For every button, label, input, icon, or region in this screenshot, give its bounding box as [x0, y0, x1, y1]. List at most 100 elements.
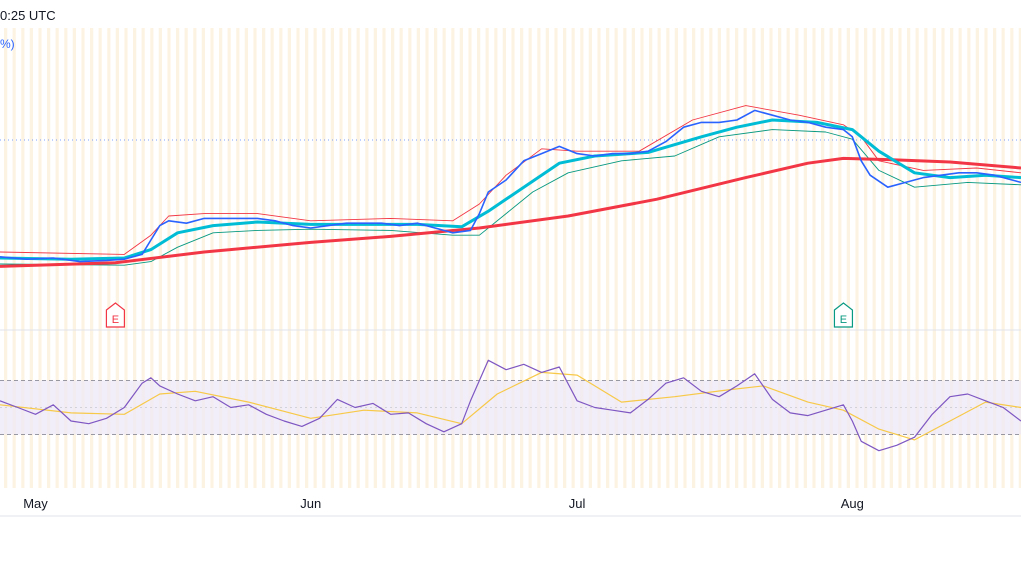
grid-lines: [0, 139, 1021, 517]
x-tick-label: Aug: [841, 496, 864, 511]
session-stripe: [330, 28, 334, 488]
session-stripe: [967, 28, 971, 488]
session-stripe: [821, 28, 825, 488]
session-stripe: [760, 28, 764, 488]
session-stripe: [451, 28, 455, 488]
session-stripe: [442, 28, 446, 488]
session-stripe: [434, 28, 438, 488]
session-stripe: [176, 28, 180, 488]
x-tick-label: May: [23, 496, 48, 511]
session-stripe: [872, 28, 876, 488]
session-stripe: [709, 28, 713, 488]
session-stripe: [167, 28, 171, 488]
session-stripe: [838, 28, 842, 488]
session-stripe: [726, 28, 730, 488]
session-stripes: [4, 28, 1021, 488]
session-stripe: [769, 28, 773, 488]
earnings-label: E: [840, 314, 847, 326]
session-stripe: [950, 28, 954, 488]
session-stripe: [485, 28, 489, 488]
session-stripe: [588, 28, 592, 488]
session-stripe: [915, 28, 919, 488]
session-stripe: [898, 28, 902, 488]
session-stripe: [614, 28, 618, 488]
session-stripe: [1018, 28, 1021, 488]
session-stripe: [416, 28, 420, 488]
session-stripe: [184, 28, 188, 488]
session-stripe: [210, 28, 214, 488]
session-stripe: [520, 28, 524, 488]
x-axis: May Jun Jul Aug: [23, 496, 864, 511]
session-stripe: [193, 28, 197, 488]
session-stripe: [623, 28, 627, 488]
session-stripe: [735, 28, 739, 488]
rsi-line: [0, 359, 1021, 452]
session-stripe: [571, 28, 575, 488]
session-stripe: [365, 28, 369, 488]
session-stripe: [244, 28, 248, 488]
price-line: [0, 109, 1021, 263]
session-stripe: [941, 28, 945, 488]
session-stripe: [752, 28, 756, 488]
bollinger-upper-line: [0, 105, 1021, 255]
session-stripe: [743, 28, 747, 488]
session-stripe: [829, 28, 833, 488]
session-stripe: [674, 28, 678, 488]
session-stripe: [563, 28, 567, 488]
session-stripe: [227, 28, 231, 488]
earnings-marker[interactable]: E: [105, 302, 126, 328]
session-stripe: [262, 28, 266, 488]
session-stripe: [356, 28, 360, 488]
session-stripe: [382, 28, 386, 488]
session-stripe: [580, 28, 584, 488]
session-stripe: [537, 28, 541, 488]
x-tick-label: Jun: [300, 496, 321, 511]
session-stripe: [373, 28, 377, 488]
session-stripe: [803, 28, 807, 488]
session-stripe: [425, 28, 429, 488]
session-stripe: [812, 28, 816, 488]
session-stripe: [907, 28, 911, 488]
x-tick-label: Jul: [569, 496, 586, 511]
session-stripe: [649, 28, 653, 488]
session-stripe: [408, 28, 412, 488]
header-time: 0:25 UTC: [0, 8, 56, 23]
session-stripe: [322, 28, 326, 488]
session-stripe: [528, 28, 532, 488]
session-stripe: [717, 28, 721, 488]
session-stripe: [855, 28, 859, 488]
session-stripe: [993, 28, 997, 488]
session-stripe: [339, 28, 343, 488]
session-stripe: [666, 28, 670, 488]
long-moving-average-line: [0, 156, 1021, 268]
session-stripe: [313, 28, 317, 488]
session-stripe: [1001, 28, 1005, 488]
session-stripe: [279, 28, 283, 488]
session-stripe: [597, 28, 601, 488]
earnings-badge: [105, 302, 126, 328]
price-series-group: [0, 105, 1021, 268]
session-stripe: [236, 28, 240, 488]
ema-line: [0, 118, 1021, 261]
session-stripe: [778, 28, 782, 488]
session-stripe: [502, 28, 506, 488]
session-stripe: [270, 28, 274, 488]
session-stripe: [786, 28, 790, 488]
session-stripe: [133, 28, 137, 488]
session-stripe: [958, 28, 962, 488]
session-stripe: [253, 28, 257, 488]
session-stripe: [692, 28, 696, 488]
bollinger-lower-line: [0, 129, 1021, 266]
session-stripe: [795, 28, 799, 488]
session-stripe: [296, 28, 300, 488]
rsi-ma-line: [0, 371, 1021, 441]
earnings-badge: [833, 302, 854, 328]
session-stripe: [1010, 28, 1014, 488]
session-stripe: [391, 28, 395, 488]
session-stripe: [468, 28, 472, 488]
session-stripe: [219, 28, 223, 488]
rsi-series-group: [0, 359, 1021, 452]
earnings-marker[interactable]: E: [833, 302, 854, 328]
